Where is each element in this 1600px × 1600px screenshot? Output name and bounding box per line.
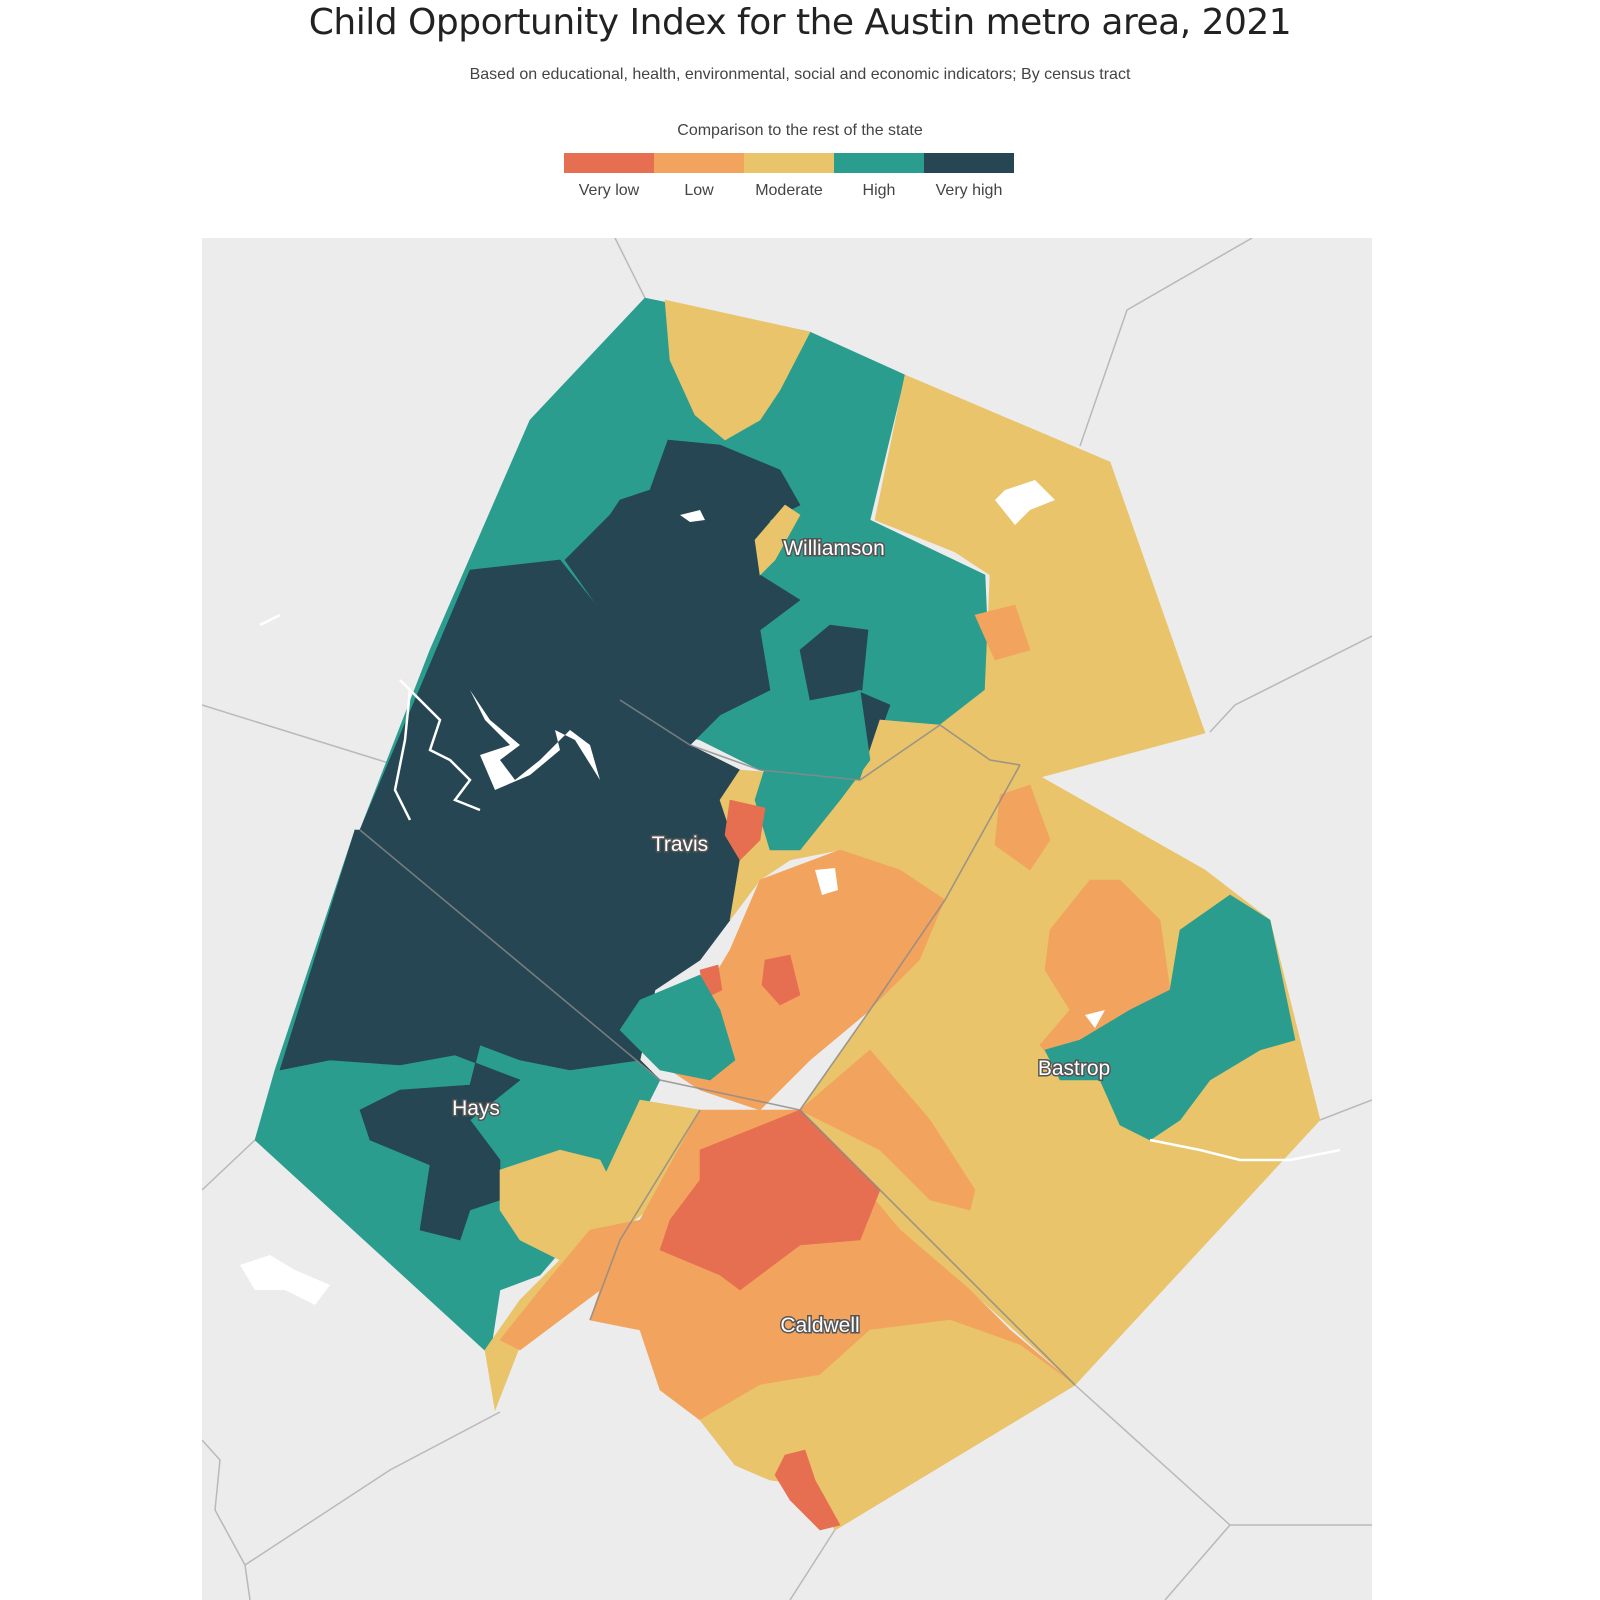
tract-region-travis-high-central <box>619 974 736 1081</box>
chart-title: Child Opportunity Index for the Austin m… <box>308 2 1292 43</box>
chart-subtitle: Based on educational, health, environmen… <box>469 66 1131 83</box>
choropleth-map: Williamson Travis Hays Bastrop Caldwell <box>202 238 1372 1600</box>
tract-region-caldwell-very-low-north <box>659 1109 881 1291</box>
legend-swatch-high <box>834 153 924 173</box>
tract-region-hays-very-high <box>279 829 641 1241</box>
legend-label-very-low: Very low <box>578 182 640 199</box>
county-label-hays: Hays <box>452 1097 500 1120</box>
legend-swatch-very-high <box>924 153 1014 173</box>
lakes-and-rivers <box>240 480 1105 1305</box>
legend-swatch-very-low <box>564 153 654 173</box>
river-lines <box>259 613 1341 1162</box>
lake-small <box>815 868 838 895</box>
legend-title: Comparison to the rest of the state <box>677 122 923 139</box>
lake-williamson-small <box>680 510 705 522</box>
legend-swatch-low <box>654 153 744 173</box>
lake-bastrop <box>1085 1010 1105 1028</box>
tract-region-williamson-very-high <box>564 439 801 746</box>
county-label-bastrop: Bastrop <box>1038 1057 1110 1080</box>
county-label-caldwell: Caldwell <box>780 1314 859 1337</box>
legend-swatches <box>564 153 1014 173</box>
lake-travis <box>470 690 600 790</box>
tract-region-williamson-moderate-north <box>664 299 811 441</box>
tract-region-travis-very-low-1 <box>724 799 766 861</box>
surrounding-county-borders <box>202 238 1372 1600</box>
legend-label-moderate: Moderate <box>755 182 823 199</box>
legend-label-high: High <box>862 182 896 199</box>
tract-region-bastrop-low-north <box>994 784 1051 871</box>
tract-region-caldwell-very-low-south <box>774 1449 841 1531</box>
legend-label-very-high: Very high <box>935 182 1003 199</box>
tract-region-williamson-very-high-east <box>799 624 869 701</box>
tract-region-williamson-moderate-east <box>874 374 1206 781</box>
county-label-travis: Travis <box>652 833 708 856</box>
tract-region-williamson-low <box>974 604 1031 661</box>
metro-county-borders <box>359 699 1076 1386</box>
lake-georgetown <box>995 480 1055 525</box>
tract-region-bastrop-high <box>1044 894 1296 1141</box>
lake-canyon <box>240 1255 330 1305</box>
tract-region-travis-very-low-2 <box>761 954 801 1006</box>
legend-label-low: Low <box>684 182 714 199</box>
tract-region-williamson-moderate-strip <box>754 504 801 576</box>
tract-region-bastrop-low-southwest <box>799 1049 976 1211</box>
legend-labels: Very low Low Moderate High Very high <box>564 182 1014 200</box>
county-label-williamson: Williamson <box>783 537 885 560</box>
legend-swatch-moderate <box>744 153 834 173</box>
